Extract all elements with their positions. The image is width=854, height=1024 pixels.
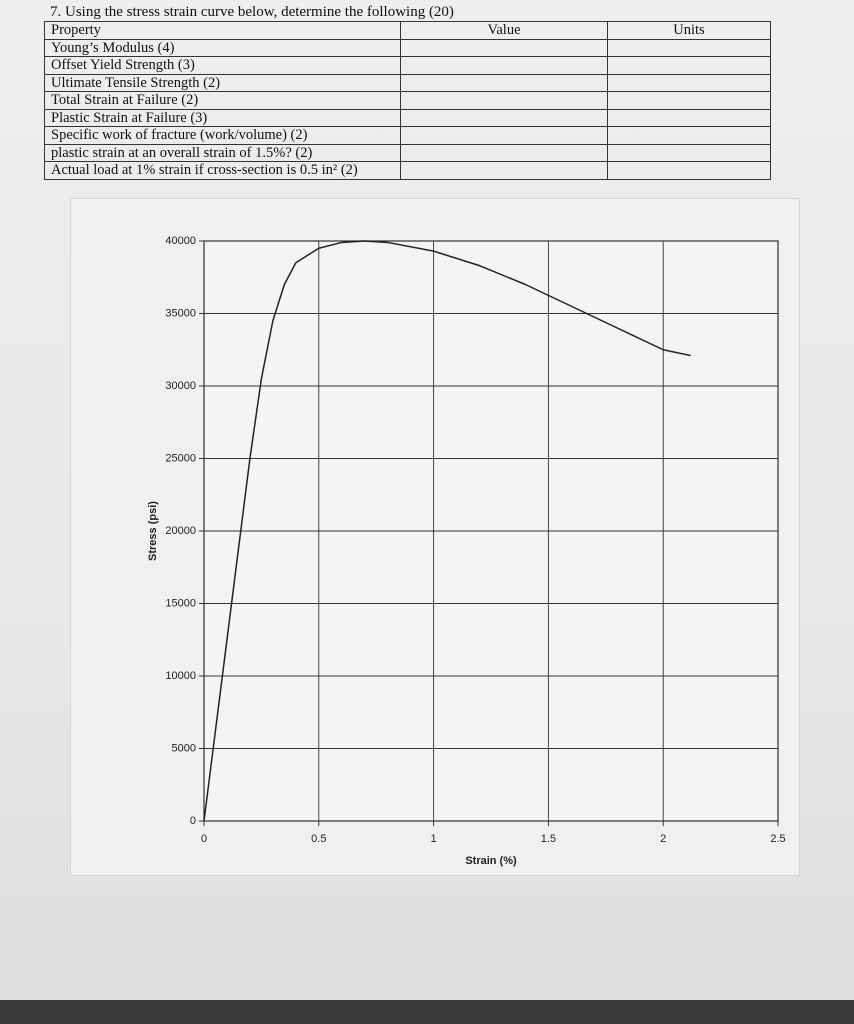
units-cell bbox=[607, 126, 771, 145]
y-tick-label: 5000 bbox=[172, 742, 196, 754]
header-cell: Property bbox=[44, 21, 401, 40]
property-cell: Plastic Strain at Failure (3) bbox=[44, 108, 401, 127]
table-row: plastic strain at an overall strain of 1… bbox=[44, 143, 771, 162]
table-row: Offset Yield Strength (3) bbox=[44, 56, 771, 75]
property-cell: Ultimate Tensile Strength (2) bbox=[44, 73, 401, 92]
header-cell: Units bbox=[607, 21, 771, 40]
value-cell bbox=[400, 143, 608, 162]
value-cell bbox=[400, 108, 608, 127]
x-tick-label: 1.5 bbox=[541, 833, 556, 845]
property-cell: Offset Yield Strength (3) bbox=[44, 56, 401, 75]
table-row: Young’s Modulus (4) bbox=[44, 38, 771, 57]
property-cell: Specific work of fracture (work/volume) … bbox=[44, 126, 401, 145]
value-cell bbox=[400, 38, 608, 57]
value-cell bbox=[400, 56, 608, 75]
paper: 7. Using the stress strain curve below, … bbox=[0, 0, 854, 1000]
property-cell: Actual load at 1% strain if cross-sectio… bbox=[44, 161, 401, 180]
y-tick-label: 20000 bbox=[165, 525, 196, 537]
property-cell: Total Strain at Failure (2) bbox=[44, 91, 401, 110]
x-tick-label: 0 bbox=[201, 833, 207, 845]
table-body: Property Value Units Young’s Modulus (4)… bbox=[44, 21, 771, 180]
header-cell: Value bbox=[400, 21, 608, 40]
value-cell bbox=[400, 161, 608, 180]
value-cell bbox=[400, 73, 608, 92]
chart-panel: 0 5000 10000 15000 20000 25000 30000 35000 40000… bbox=[70, 198, 800, 876]
property-cell: Young’s Modulus (4) bbox=[44, 38, 401, 57]
table-row: Specific work of fracture (work/volume) … bbox=[44, 126, 771, 145]
table-row: Actual load at 1% strain if cross-sectio… bbox=[44, 161, 771, 180]
y-tick-label: 35000 bbox=[165, 307, 196, 319]
x-tick-label: 0.5 bbox=[311, 833, 326, 845]
value-cell bbox=[400, 126, 608, 145]
y-tick-label: 10000 bbox=[165, 670, 196, 682]
property-cell: plastic strain at an overall strain of 1… bbox=[44, 143, 401, 162]
units-cell bbox=[607, 108, 771, 127]
y-axis-title: Stress (psi) bbox=[147, 501, 159, 561]
table-row: Total Strain at Failure (2) bbox=[44, 91, 771, 110]
y-tick-label: 15000 bbox=[165, 597, 196, 609]
units-cell bbox=[607, 161, 771, 180]
units-cell bbox=[607, 38, 771, 57]
x-axis-title: Strain (%) bbox=[465, 855, 517, 867]
x-tick-label: 2 bbox=[660, 833, 666, 845]
table-row: Plastic Strain at Failure (3) bbox=[44, 108, 771, 127]
stress-strain-curve bbox=[203, 240, 691, 822]
units-cell bbox=[607, 91, 771, 110]
y-tick-label: 40000 bbox=[165, 235, 196, 247]
question-title: 7. Using the stress strain curve below, … bbox=[50, 4, 454, 20]
units-cell bbox=[607, 56, 771, 75]
units-cell bbox=[607, 73, 771, 92]
property-table: Property Value Units Young’s Modulus (4)… bbox=[44, 21, 771, 180]
x-tick-label: 1 bbox=[431, 833, 437, 845]
chart: 0 5000 10000 15000 20000 25000 30000 35000 40000… bbox=[147, 235, 786, 867]
y-tick-label: 25000 bbox=[165, 452, 196, 464]
units-cell bbox=[607, 143, 771, 162]
table-row: Ultimate Tensile Strength (2) bbox=[44, 73, 771, 92]
y-tick-label: 0 bbox=[190, 815, 196, 827]
value-cell bbox=[400, 91, 608, 110]
x-tick-label: 2.5 bbox=[770, 833, 785, 845]
y-tick-label: 30000 bbox=[165, 380, 196, 392]
table-header: Property Value Units bbox=[44, 21, 771, 40]
